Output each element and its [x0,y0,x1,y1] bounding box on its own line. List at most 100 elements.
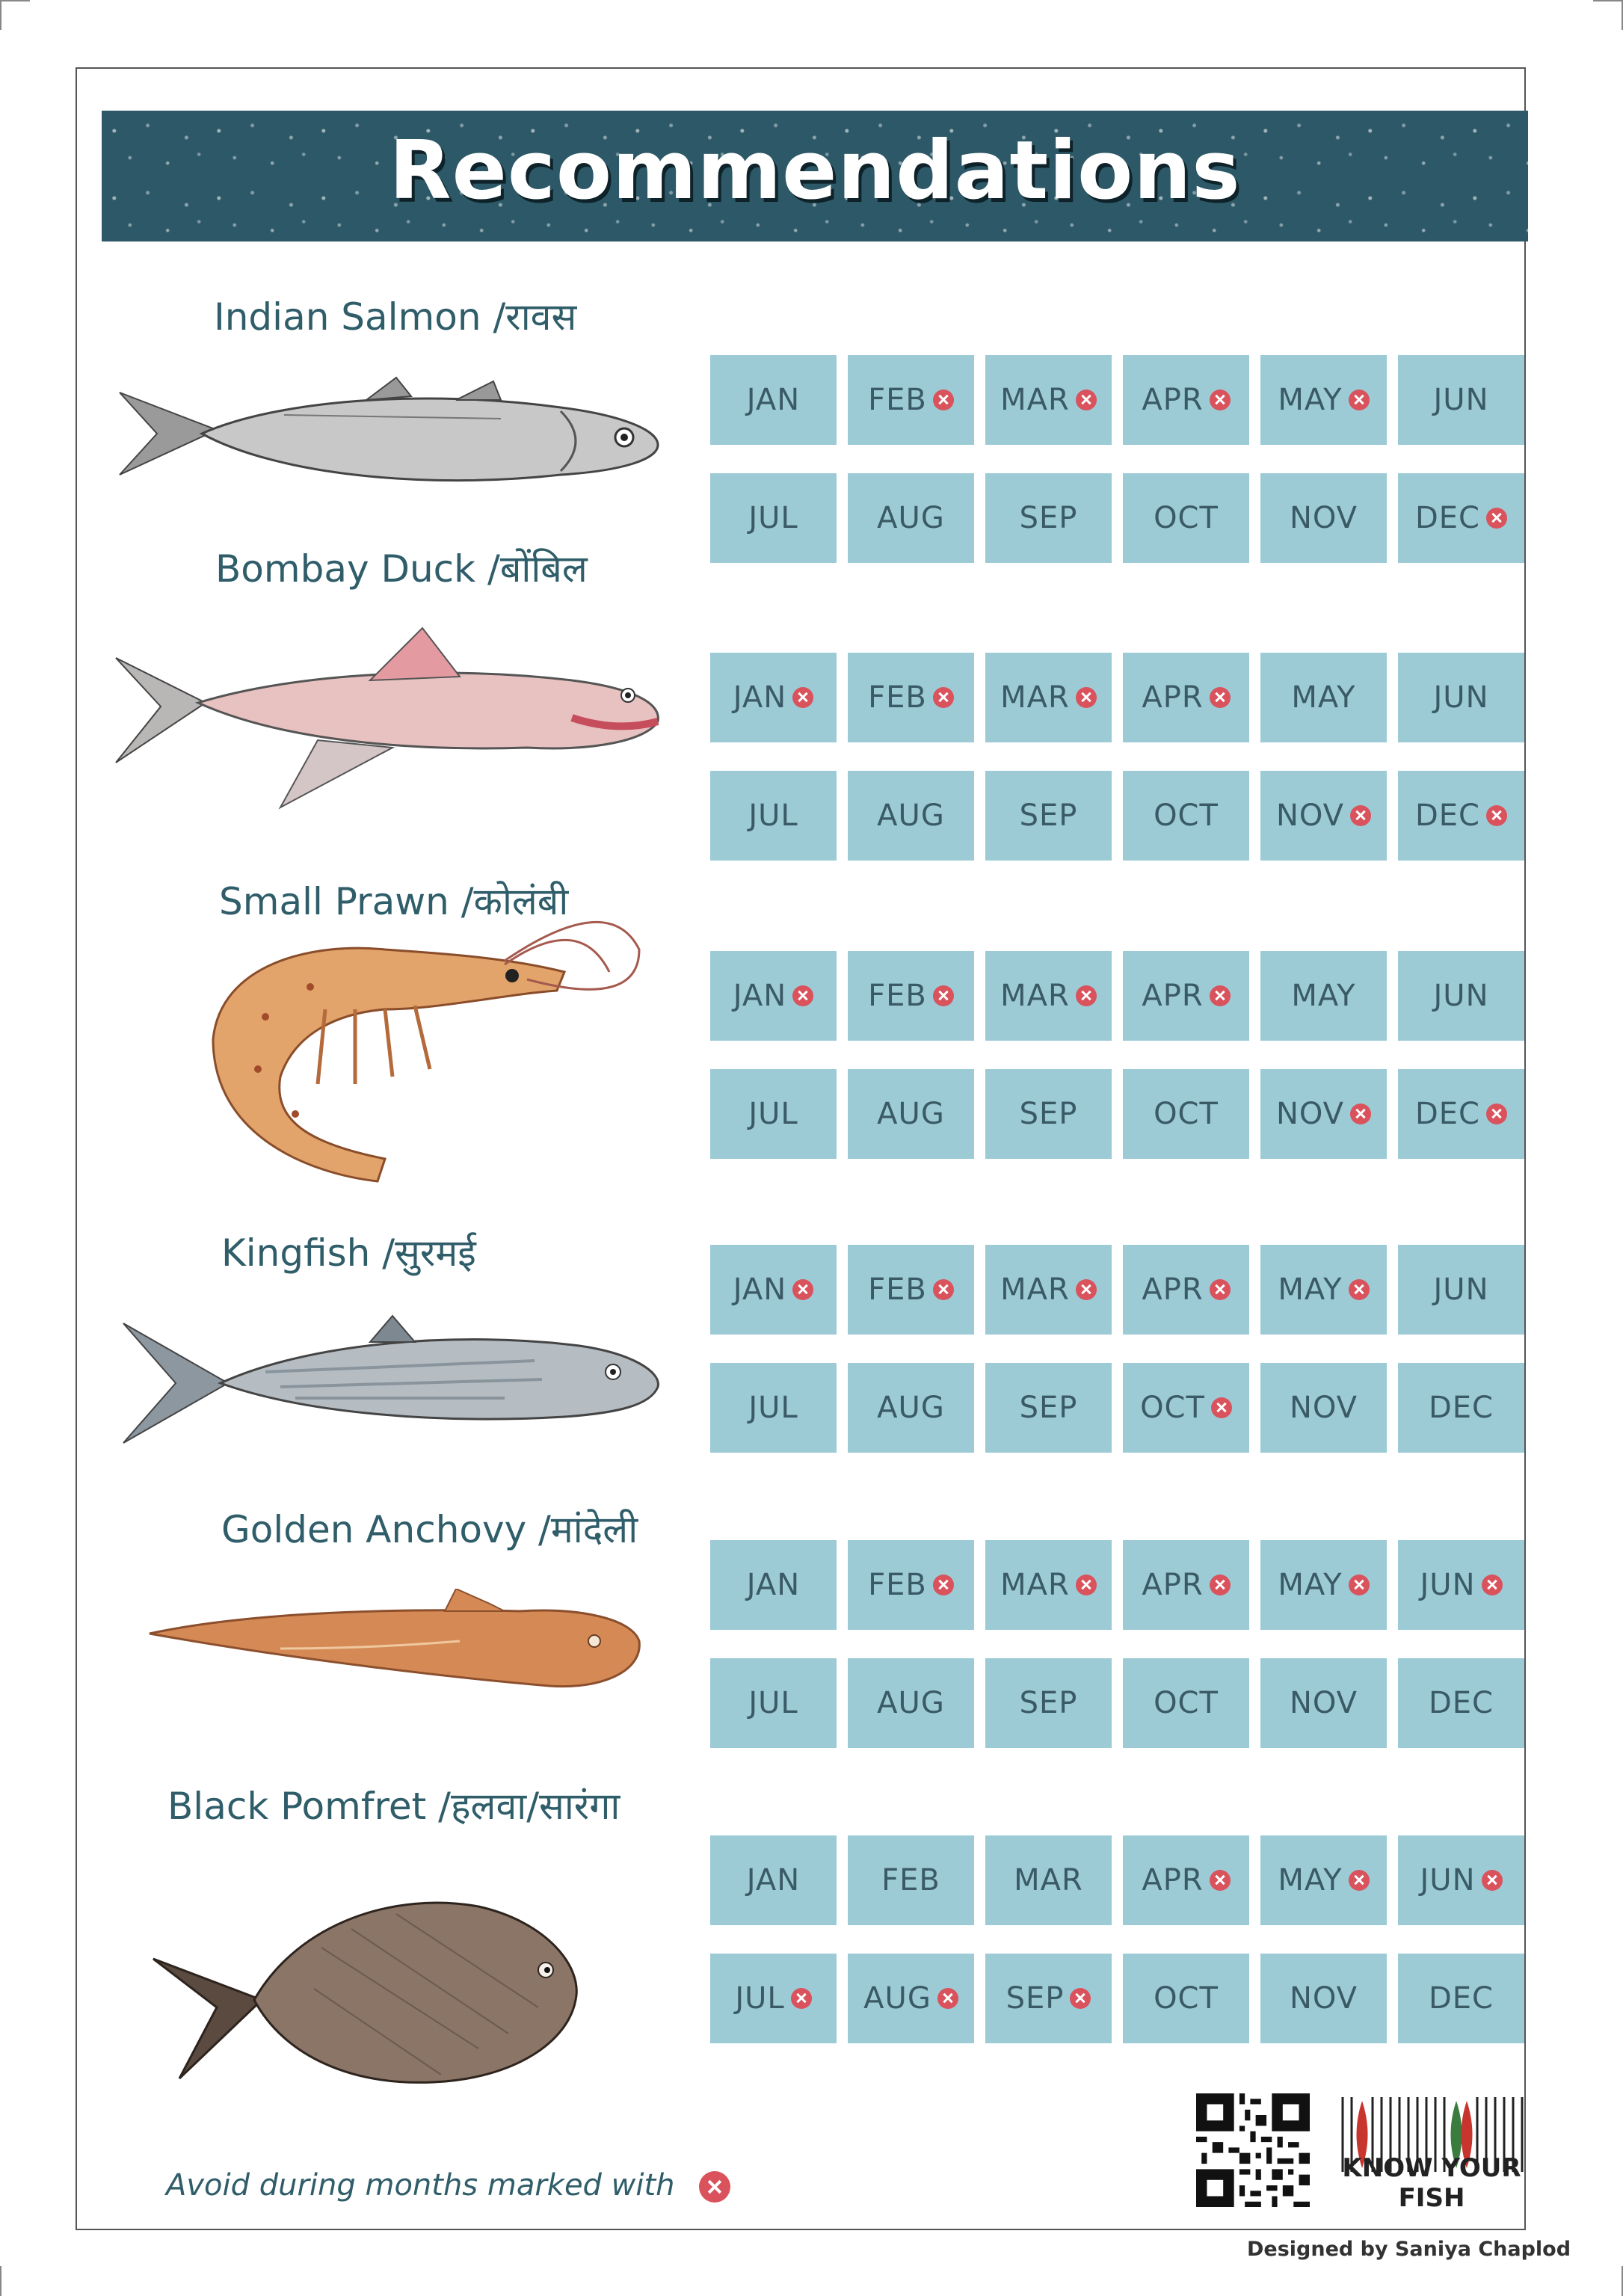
month-cell: DEC [1398,1363,1524,1453]
month-label: OCT [1154,1097,1219,1131]
crop-mark [1622,0,1623,30]
fish-name: Golden Anchovy /मांदेली [221,1508,638,1551]
month-label: JAN [733,1272,787,1307]
avoid-x-icon [932,1279,954,1300]
month-grid: JAN FEB MAR APR MAY JUN JUL AUG SEP OCT NOV DEC [710,951,1527,1166]
fish-name: Black Pomfret /हलवा/सारंगा [167,1785,620,1828]
month-label: AUG [863,1981,931,2016]
month-cell: NOV [1260,473,1387,563]
month-grid: JAN FEB MAR APR MAY JUN JUL AUG SEP OCT NOV DEC [710,653,1527,868]
month-label: NOV [1275,1097,1345,1131]
month-cell: AUG [848,1954,974,2043]
month-label: NOV [1289,1981,1358,2016]
month-cell: JUL [710,1363,837,1453]
month-cell: NOV [1260,1954,1387,2043]
month-label: FEB [881,1863,940,1898]
month-cell: MAR [985,653,1112,742]
month-grid: JAN FEB MAR APR MAY JUN JUL AUG SEP OCT NOV DEC [710,1835,1527,2051]
month-label: JAN [733,979,787,1013]
month-cell: JAN [710,1835,837,1925]
month-cell: APR [1123,1245,1249,1335]
month-label: JUL [735,1981,785,2016]
month-cell: MAR [985,1835,1112,1925]
month-cell: SEP [985,1658,1112,1748]
month-label: JUL [748,1686,798,1720]
month-cell: OCT [1123,1363,1249,1453]
fish-name: Bombay Duck /बोंबिल [215,547,588,591]
avoid-x-icon [1348,1870,1370,1891]
month-cell: JUN [1398,653,1524,742]
month-cell: DEC [1398,473,1524,563]
avoid-x-icon [1481,1870,1503,1891]
month-label: SEP [1019,1097,1078,1131]
month-label: OCT [1154,798,1219,833]
month-cell: MAR [985,355,1112,445]
month-cell: AUG [848,1363,974,1453]
month-cell: OCT [1123,771,1249,861]
month-cell: SEP [985,771,1112,861]
know-your-fish-logo-icon [1341,2097,1524,2172]
month-cell: MAR [985,951,1112,1041]
month-label: DEC [1428,1981,1494,2016]
month-label: MAY [1278,1568,1343,1602]
month-cell: JUL [710,1954,837,2043]
month-cell: APR [1123,653,1249,742]
avoid-x-icon [1348,1575,1370,1595]
month-cell: JUL [710,771,837,861]
month-label: DEC [1428,1391,1494,1425]
indian-salmon-illustration [119,376,659,482]
month-label: JUL [748,501,798,535]
avoid-x-icon [1350,805,1372,826]
month-label: APR [1142,1863,1204,1898]
month-cell: AUG [848,771,974,861]
month-cell: DEC [1398,1954,1524,2043]
month-cell: JAN [710,951,837,1041]
month-label: DEC [1414,501,1480,535]
month-cell: JAN [710,1245,837,1335]
month-cell: APR [1123,355,1249,445]
month-cell: JAN [710,1540,837,1630]
month-label: JUN [1433,979,1489,1013]
month-label: SEP [1019,1391,1078,1425]
month-label: FEB [868,383,927,417]
month-label: JAN [746,383,801,417]
poster-frame [76,67,1526,2230]
month-label: MAY [1291,680,1356,715]
month-cell: FEB [848,653,974,742]
month-label: MAR [1000,383,1070,417]
avoid-x-icon [1350,1104,1372,1124]
small-prawn-illustration [212,920,641,1183]
month-label: JAN [746,1568,801,1602]
month-cell: APR [1123,1540,1249,1630]
month-label: JAN [746,1863,801,1898]
avoid-x-icon [932,1575,954,1595]
avoid-x-icon [1486,1104,1507,1124]
month-label: MAR [1000,680,1070,715]
month-cell: AUG [848,1658,974,1748]
month-cell: SEP [985,1363,1112,1453]
golden-anchovy-illustration [149,1589,641,1688]
crop-mark [1622,2266,1623,2296]
month-cell: OCT [1123,1069,1249,1159]
month-label: NOV [1275,798,1345,833]
crop-mark [0,0,1,30]
month-cell: JUN [1398,355,1524,445]
month-cell: OCT [1123,1658,1249,1748]
month-cell: JUN [1398,1835,1524,1925]
avoid-x-icon [1486,805,1507,826]
month-label: AUG [877,1097,945,1131]
month-label: FEB [868,680,927,715]
month-cell: FEB [848,1835,974,1925]
month-cell: FEB [848,951,974,1041]
black-pomfret-illustration [153,1901,578,2084]
month-grid: JAN FEB MAR APR MAY JUN JUL AUG SEP OCT NOV DEC [710,1540,1527,1755]
month-cell: MAY [1260,1245,1387,1335]
month-label: FEB [868,979,927,1013]
month-cell: FEB [848,1540,974,1630]
month-label: APR [1142,1568,1204,1602]
month-label: OCT [1154,501,1219,535]
month-cell: FEB [848,355,974,445]
month-cell: JUN [1398,1540,1524,1630]
avoid-x-icon [932,687,954,708]
crop-mark [0,2266,1,2296]
